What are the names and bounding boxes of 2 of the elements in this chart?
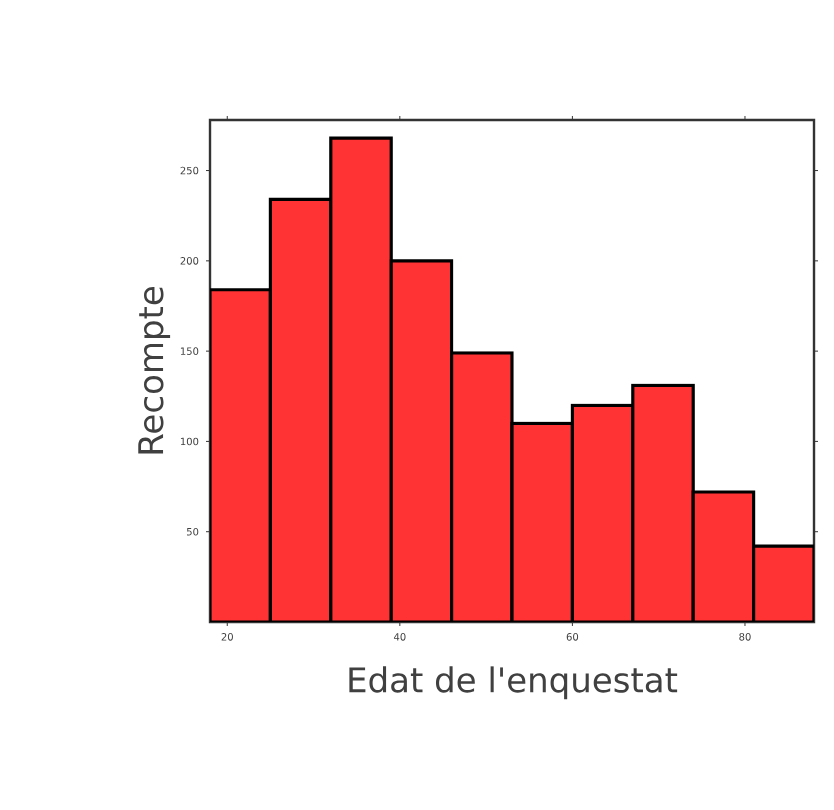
y-axis-title: Recompte [138,287,171,454]
x-axis-title: Edat de l'enquestat [349,666,678,700]
